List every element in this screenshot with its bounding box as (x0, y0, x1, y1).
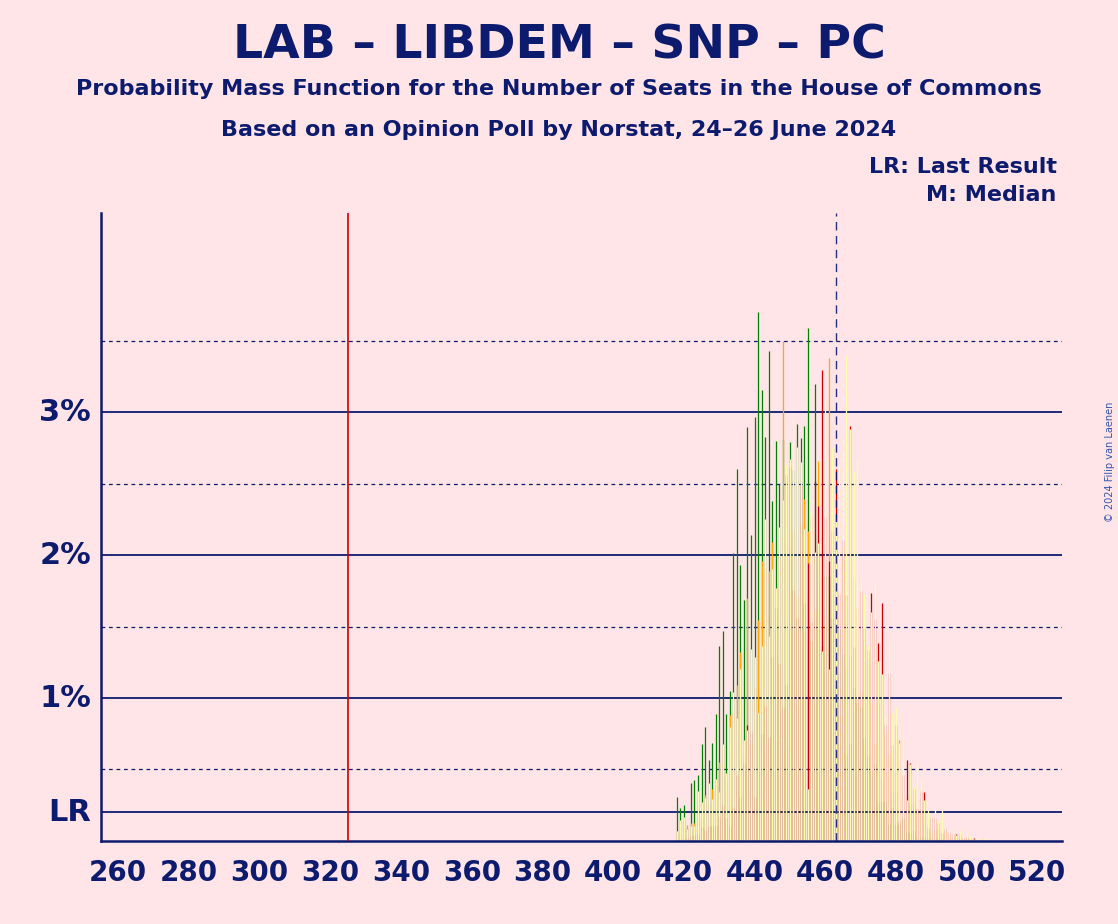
Text: LAB – LIBDEM – SNP – PC: LAB – LIBDEM – SNP – PC (233, 23, 885, 68)
Text: © 2024 Filip van Laenen: © 2024 Filip van Laenen (1106, 402, 1115, 522)
Text: 1%: 1% (39, 684, 91, 712)
Text: 3%: 3% (39, 398, 91, 427)
Text: Based on an Opinion Poll by Norstat, 24–26 June 2024: Based on an Opinion Poll by Norstat, 24–… (221, 120, 897, 140)
Text: 280: 280 (160, 859, 218, 887)
Text: 360: 360 (443, 859, 501, 887)
Text: 300: 300 (230, 859, 288, 887)
Text: 400: 400 (584, 859, 642, 887)
Text: 480: 480 (866, 859, 925, 887)
Text: 420: 420 (655, 859, 713, 887)
Text: 520: 520 (1008, 859, 1067, 887)
Text: 500: 500 (938, 859, 996, 887)
Text: M: Median: M: Median (926, 185, 1057, 205)
Text: 460: 460 (796, 859, 854, 887)
Text: 380: 380 (513, 859, 571, 887)
Text: 340: 340 (372, 859, 430, 887)
Text: 440: 440 (726, 859, 784, 887)
Text: 320: 320 (302, 859, 360, 887)
Text: 2%: 2% (39, 541, 91, 570)
Text: 260: 260 (89, 859, 148, 887)
Text: LR: Last Result: LR: Last Result (869, 157, 1057, 177)
Text: LR: LR (48, 797, 91, 827)
Text: Probability Mass Function for the Number of Seats in the House of Commons: Probability Mass Function for the Number… (76, 79, 1042, 99)
